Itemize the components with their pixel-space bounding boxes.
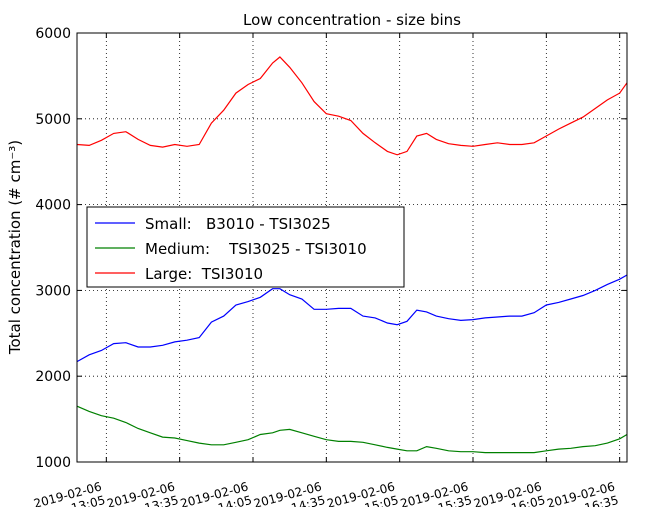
chart-title: Low concentration - size bins (243, 11, 461, 29)
y-tick-label: 1000 (35, 455, 71, 471)
y-tick-label: 5000 (35, 112, 71, 128)
y-axis-label: Total concentration (# cm⁻³) (6, 140, 24, 355)
y-tick-label: 3000 (35, 283, 71, 299)
y-tick-label: 6000 (35, 26, 71, 42)
y-tick-label: 4000 (35, 198, 71, 214)
legend-label: Medium: TSI3025 - TSI3010 (145, 240, 367, 258)
data-line (76, 405, 628, 454)
data-line (76, 274, 628, 363)
legend-box (86, 206, 405, 288)
legend-label: Large: TSI3010 (145, 265, 263, 283)
data-line (76, 56, 628, 156)
legend-label: Small: B3010 - TSI3025 (145, 215, 331, 233)
plot-frame (76, 32, 628, 463)
y-tick-label: 2000 (35, 369, 71, 385)
